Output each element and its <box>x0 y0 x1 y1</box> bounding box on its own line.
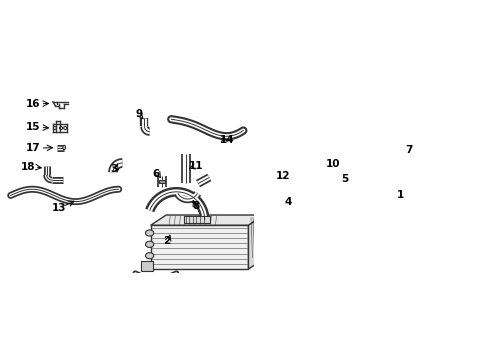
Polygon shape <box>248 215 264 269</box>
Text: 3: 3 <box>110 164 117 174</box>
Text: 15: 15 <box>26 122 41 132</box>
Text: 4: 4 <box>285 197 293 207</box>
Text: 13: 13 <box>52 203 66 213</box>
Text: 7: 7 <box>405 145 413 155</box>
Text: 5: 5 <box>342 174 349 184</box>
Text: 16: 16 <box>26 99 41 109</box>
Text: 14: 14 <box>220 135 234 145</box>
Text: 6: 6 <box>152 169 159 179</box>
Bar <box>142 261 153 271</box>
Text: 8: 8 <box>193 201 199 211</box>
Text: 1: 1 <box>397 190 404 201</box>
Text: 17: 17 <box>26 143 41 153</box>
Bar <box>159 180 165 183</box>
Ellipse shape <box>146 241 154 247</box>
Text: 9: 9 <box>136 109 143 119</box>
Ellipse shape <box>399 154 405 161</box>
Polygon shape <box>150 215 264 225</box>
Ellipse shape <box>146 230 154 236</box>
Polygon shape <box>150 225 248 269</box>
Bar <box>283 190 289 195</box>
Ellipse shape <box>63 145 66 150</box>
Text: 10: 10 <box>326 158 341 168</box>
Bar <box>184 216 210 223</box>
Text: 12: 12 <box>276 171 291 181</box>
Ellipse shape <box>146 253 154 259</box>
Text: 11: 11 <box>189 161 203 171</box>
Text: 2: 2 <box>164 236 171 246</box>
Ellipse shape <box>384 144 389 152</box>
Text: 18: 18 <box>21 162 35 172</box>
